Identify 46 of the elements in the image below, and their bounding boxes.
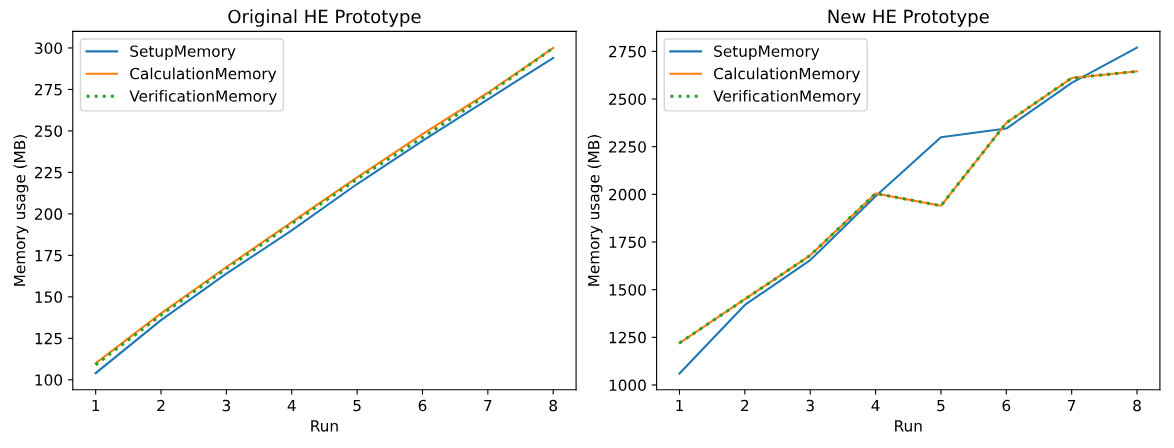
x-tick-label: 7 xyxy=(484,399,492,412)
x-tick-label: 1 xyxy=(92,399,100,412)
legend-label: SetupMemory xyxy=(714,45,820,60)
chart-title: New HE Prototype xyxy=(828,9,989,27)
y-tick-label: 125 xyxy=(35,332,62,345)
x-tick-label: 6 xyxy=(1002,399,1011,412)
y-tick-label: 150 xyxy=(35,291,63,303)
y-tick-label: 2000 xyxy=(609,188,646,201)
y-axis-title: Memory usage (MB) xyxy=(13,135,29,286)
x-tick-label: 1 xyxy=(676,399,683,412)
y-tick-label: 250 xyxy=(35,125,63,137)
x-tick-label: 8 xyxy=(549,399,558,412)
y-tick-label: 1000 xyxy=(609,379,646,392)
chart-title: Original HE Prototype xyxy=(228,9,421,27)
x-tick-label: 4 xyxy=(287,399,296,412)
x-tick-label: 8 xyxy=(1133,399,1141,412)
y-tick-label: 225 xyxy=(35,166,62,179)
y-tick-label: 200 xyxy=(35,208,63,220)
y-axis-title: Memory usage (MB) xyxy=(587,135,603,286)
legend-label: VerificationMemory xyxy=(129,89,277,105)
x-axis-title: Run xyxy=(311,420,338,432)
x-tick-label: 4 xyxy=(871,399,880,412)
x-tick-label: 6 xyxy=(418,399,427,412)
legend-label: CalculationMemory xyxy=(714,67,861,83)
y-tick-label: 1250 xyxy=(609,331,646,344)
y-tick-label: 175 xyxy=(35,250,62,262)
x-tick-label: 5 xyxy=(353,399,361,412)
y-tick-label: 2250 xyxy=(609,141,646,153)
x-tick-label: 7 xyxy=(1068,399,1076,412)
x-axis-title: Run xyxy=(895,420,922,432)
y-tick-label: 1750 xyxy=(609,236,646,249)
legend-label: VerificationMemory xyxy=(713,89,861,105)
y-tick-label: 275 xyxy=(35,83,62,96)
legend-label: SetupMemory xyxy=(130,45,236,60)
y-tick-label: 100 xyxy=(35,374,63,386)
x-tick-label: 5 xyxy=(937,399,945,412)
x-tick-label: 2 xyxy=(741,399,749,412)
x-tick-label: 3 xyxy=(222,399,231,412)
y-tick-label: 2500 xyxy=(609,93,646,106)
x-tick-label: 3 xyxy=(806,399,814,412)
y-tick-label: 1500 xyxy=(609,284,646,296)
y-tick-label: 2750 xyxy=(609,45,646,58)
y-tick-label: 300 xyxy=(35,42,63,54)
x-tick-label: 2 xyxy=(157,399,165,412)
legend-label: CalculationMemory xyxy=(130,67,277,83)
line-series xyxy=(678,46,1139,375)
